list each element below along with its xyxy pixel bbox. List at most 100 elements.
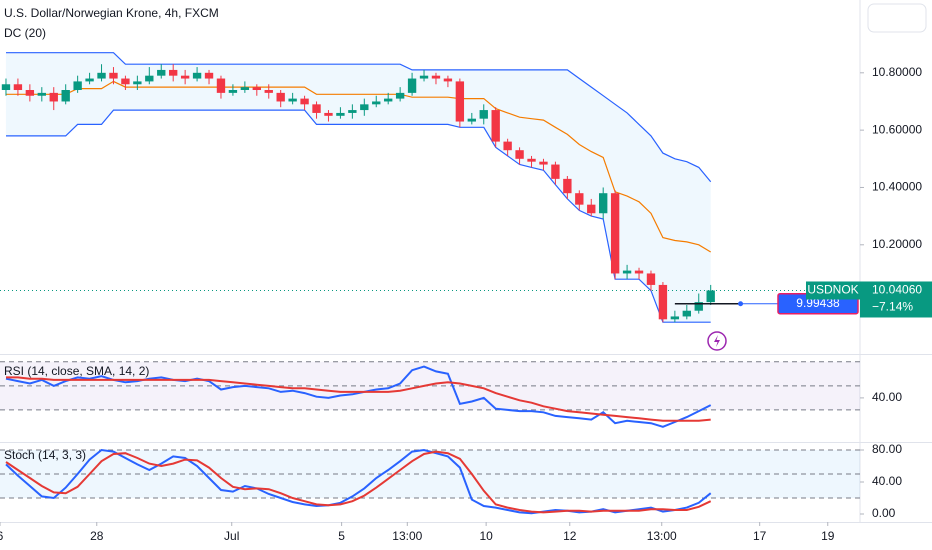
channel-line <box>6 109 711 323</box>
y-tick-label: 10.80000 <box>872 65 922 79</box>
last-price-label: 10.04060 <box>872 283 922 297</box>
indicator-label: DC (20) <box>4 26 46 40</box>
candle-body <box>706 290 715 303</box>
candle-body <box>324 112 333 116</box>
y-tick-label: 10.40000 <box>872 180 922 194</box>
x-tick-label: 13:00 <box>392 529 422 543</box>
candle-body <box>109 72 118 79</box>
candle-body <box>658 284 668 320</box>
candle-body <box>180 75 190 79</box>
candle-body <box>336 112 345 116</box>
candle-body <box>73 81 82 91</box>
indicator-line <box>6 376 711 422</box>
x-tick-label: Jul <box>224 529 239 543</box>
candle-body <box>276 92 285 102</box>
candle-body <box>694 302 703 311</box>
candle-body <box>455 81 465 122</box>
candle-body <box>145 75 154 82</box>
candle-body <box>670 316 680 320</box>
y-tick-label: 80.00 <box>872 442 902 456</box>
symbol-badge <box>806 281 860 300</box>
stoch-title: Stoch (14, 3, 3) <box>4 448 86 462</box>
candle-body <box>169 69 178 76</box>
candle-body <box>503 141 512 151</box>
candle-body <box>348 110 357 113</box>
candle-body <box>599 193 608 214</box>
x-tick-label: 6 <box>0 529 4 543</box>
candle-body <box>610 193 620 274</box>
candle-body <box>634 270 644 274</box>
candle-body <box>288 98 297 102</box>
candle-body <box>431 75 441 79</box>
candle-body <box>61 90 70 102</box>
candle-body <box>515 150 524 159</box>
candle-body <box>551 164 560 179</box>
x-tick-label: 10 <box>479 529 493 543</box>
indicator-line <box>5 450 712 514</box>
candle-body <box>443 78 453 82</box>
candle-body <box>25 90 35 96</box>
y-tick-label: 40.00 <box>872 474 902 488</box>
candle-body <box>49 92 58 102</box>
x-tick-label: 17 <box>753 529 767 543</box>
candle-body <box>491 110 500 142</box>
candle-body <box>360 104 369 111</box>
axis-button[interactable] <box>867 3 927 33</box>
channel-line <box>6 52 712 183</box>
plot-layer <box>0 52 860 515</box>
candle-body <box>312 104 321 113</box>
rsi-title: RSI (14, close, SMA, 14, 2) <box>4 364 149 378</box>
candle-body <box>157 69 166 76</box>
candle-body <box>85 78 94 82</box>
candle-body <box>407 78 417 93</box>
candle-body <box>563 178 572 194</box>
candle-body <box>300 98 309 105</box>
candle-body <box>192 72 202 79</box>
candle-body <box>13 84 23 91</box>
x-tick-label: 12 <box>563 529 577 543</box>
y-tick-label: 40.00 <box>872 390 902 404</box>
candle-body <box>395 92 405 99</box>
chart-title: U.S. Dollar/Norwegian Krone, 4h, FXCM <box>4 6 219 20</box>
candle-body <box>622 270 632 274</box>
candle-body <box>37 92 46 96</box>
x-tick-label: 13:00 <box>647 529 677 543</box>
y-tick-label: 10.60000 <box>872 122 922 136</box>
candle-body <box>372 101 381 105</box>
candle-body <box>467 118 476 122</box>
candle-body <box>216 78 226 93</box>
channel-line <box>6 80 712 253</box>
candle-body <box>384 98 393 102</box>
x-tick-label: 19 <box>821 529 835 543</box>
candle-body <box>264 90 273 93</box>
candle-body <box>575 193 584 205</box>
x-tick-label: 5 <box>338 529 345 543</box>
candle-body <box>587 204 596 214</box>
marker-dot <box>738 301 744 307</box>
candle-body <box>252 87 261 91</box>
band-fill <box>0 450 860 498</box>
symbol-label: USDNOK <box>807 283 858 297</box>
candle-body <box>97 72 106 79</box>
candle-body <box>204 72 214 79</box>
y-tick-label: 10.20000 <box>872 237 922 251</box>
indicator-line <box>5 365 712 428</box>
candle-body <box>240 87 250 91</box>
candle-body <box>121 78 130 85</box>
price-badge <box>860 281 932 318</box>
candle-body <box>1 84 11 91</box>
event-bolt <box>714 335 720 347</box>
channel-fill <box>5 52 711 323</box>
x-tick-label: 28 <box>90 529 104 543</box>
candle-body <box>682 310 691 317</box>
candle-body <box>133 81 142 85</box>
y-tick-label: 0.00 <box>872 506 896 520</box>
candle-body <box>479 110 488 119</box>
candle-body <box>527 158 536 162</box>
candle-body <box>539 161 548 165</box>
candle-body <box>646 273 656 285</box>
candle-body <box>419 75 429 79</box>
candle-body <box>228 90 238 93</box>
